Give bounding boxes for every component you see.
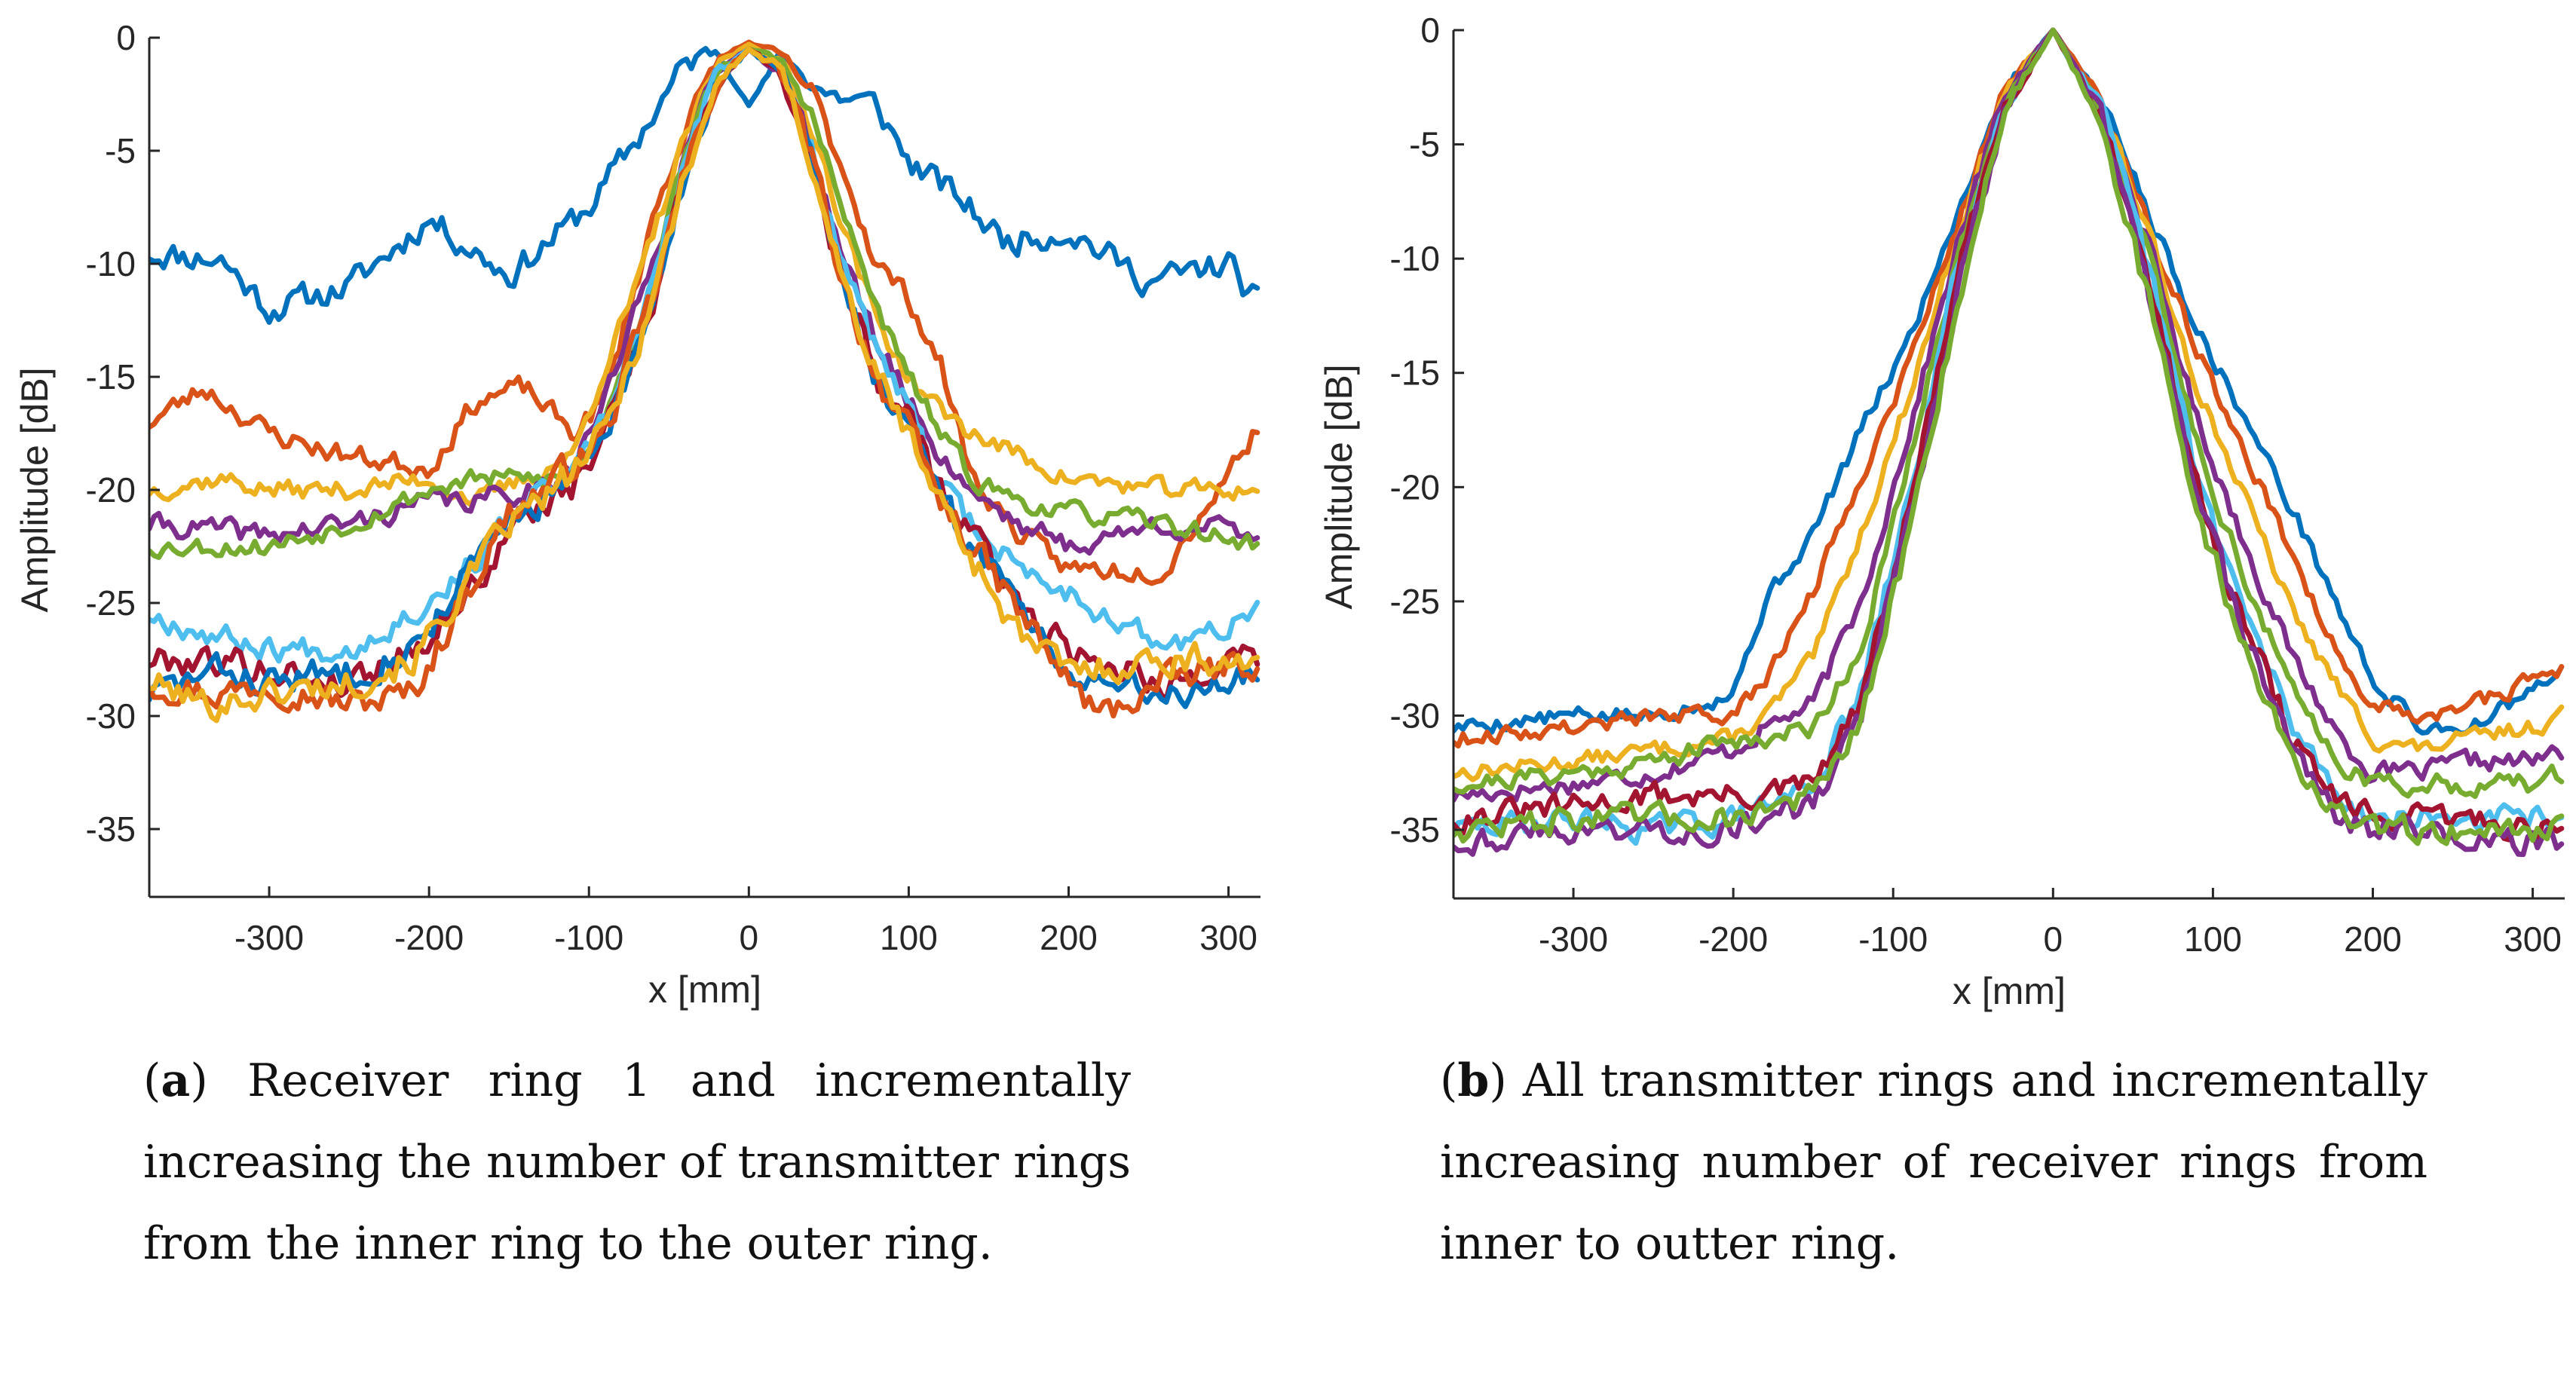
x-tick-label-b-6: 300 [2504,920,2562,959]
series-line-b-4 [1453,27,2565,803]
x-axis-label-b: x [mm] [1953,970,2066,1012]
series-line-a-7 [149,46,1260,702]
caption-a-close: ) [190,1054,208,1107]
series-line-a-8 [149,46,1260,709]
caption-a: (a) Receiver ring 1 and incrementally in… [143,1040,1131,1284]
x-axis-label-a: x [mm] [648,968,761,1011]
y-tick-label-b-3: -15 [1390,353,1440,393]
plot-area-b [1453,27,2565,858]
caption-b-letter: b [1457,1054,1490,1107]
caption-a-letter: a [161,1054,191,1107]
x-tick-label-a-1: -200 [394,918,464,957]
x-tick-label-a-0: -300 [234,918,304,957]
x-tick-label-b-4: 100 [2184,920,2242,959]
x-tick-label-a-4: 100 [880,918,938,957]
y-tick-label-b-6: -30 [1390,696,1440,735]
chart-panel-b: -300 -200 -100 0 100 200 300 0 -5 -10 -15 -20 -25 -30… [1318,11,2565,1012]
chart-panel-a: -300 -200 -100 0 100 200 300 0 -5 -10 -15 -20 -25 -30… [14,18,1260,1011]
y-tick-label-b-4: -20 [1390,467,1440,506]
series-line-a-10 [149,46,1260,724]
x-tick-label-b-2: -100 [1858,920,1928,959]
y-tick-label-b-1: -5 [1409,125,1440,164]
caption-b-text: All transmitter rings and incrementally … [1440,1054,2427,1270]
series-line-b-5 [1453,27,2565,800]
series-line-a-6 [149,46,1260,664]
y-tick-label-a-3: -15 [86,357,136,396]
y-axis-label-b: Amplitude [dB] [1318,364,1360,609]
x-tick-label-a-3: 0 [740,918,759,957]
caption-b-close: ) [1489,1054,1507,1107]
caption-a-text: Receiver ring 1 and incrementally increa… [143,1054,1131,1270]
y-tick-label-b-5: -25 [1390,582,1440,621]
y-tick-label-a-4: -20 [86,470,136,509]
y-tick-label-b-7: -35 [1390,810,1440,849]
y-tick-label-a-2: -10 [86,244,136,283]
caption-a-open: ( [143,1054,161,1107]
x-tick-label-a-2: -100 [554,918,623,957]
x-tick-label-a-5: 200 [1040,918,1098,957]
y-tick-label-a-7: -35 [86,809,136,849]
y-tick-label-a-5: -25 [86,583,136,623]
series-line-b-1 [1453,27,2565,736]
plot-area-a [149,39,1260,724]
caption-b-open: ( [1440,1054,1458,1107]
series-line-b-7 [1453,27,2565,844]
x-tick-label-b-3: 0 [2044,920,2063,959]
series-line-b-3 [1453,27,2565,782]
series-line-b-6 [1453,27,2565,846]
y-tick-label-b-2: -10 [1390,239,1440,278]
x-tick-label-b-1: -200 [1698,920,1768,959]
x-tick-label-a-6: 300 [1199,918,1257,957]
y-tick-label-b-0: 0 [1420,11,1440,50]
series-line-b-8 [1453,27,2565,858]
series-line-b-9 [1453,27,2565,846]
x-tick-label-b-5: 200 [2344,920,2402,959]
x-tick-label-b-0: -300 [1539,920,1608,959]
y-tick-label-a-6: -30 [86,696,136,736]
y-tick-label-a-0: 0 [116,18,136,57]
y-axis-label-a: Amplitude [dB] [14,367,56,612]
series-line-a-1 [149,45,1260,325]
caption-b: (b) All transmitter rings and incrementa… [1440,1040,2427,1284]
y-tick-label-a-1: -5 [105,131,136,170]
series-line-b-2 [1453,27,2565,749]
